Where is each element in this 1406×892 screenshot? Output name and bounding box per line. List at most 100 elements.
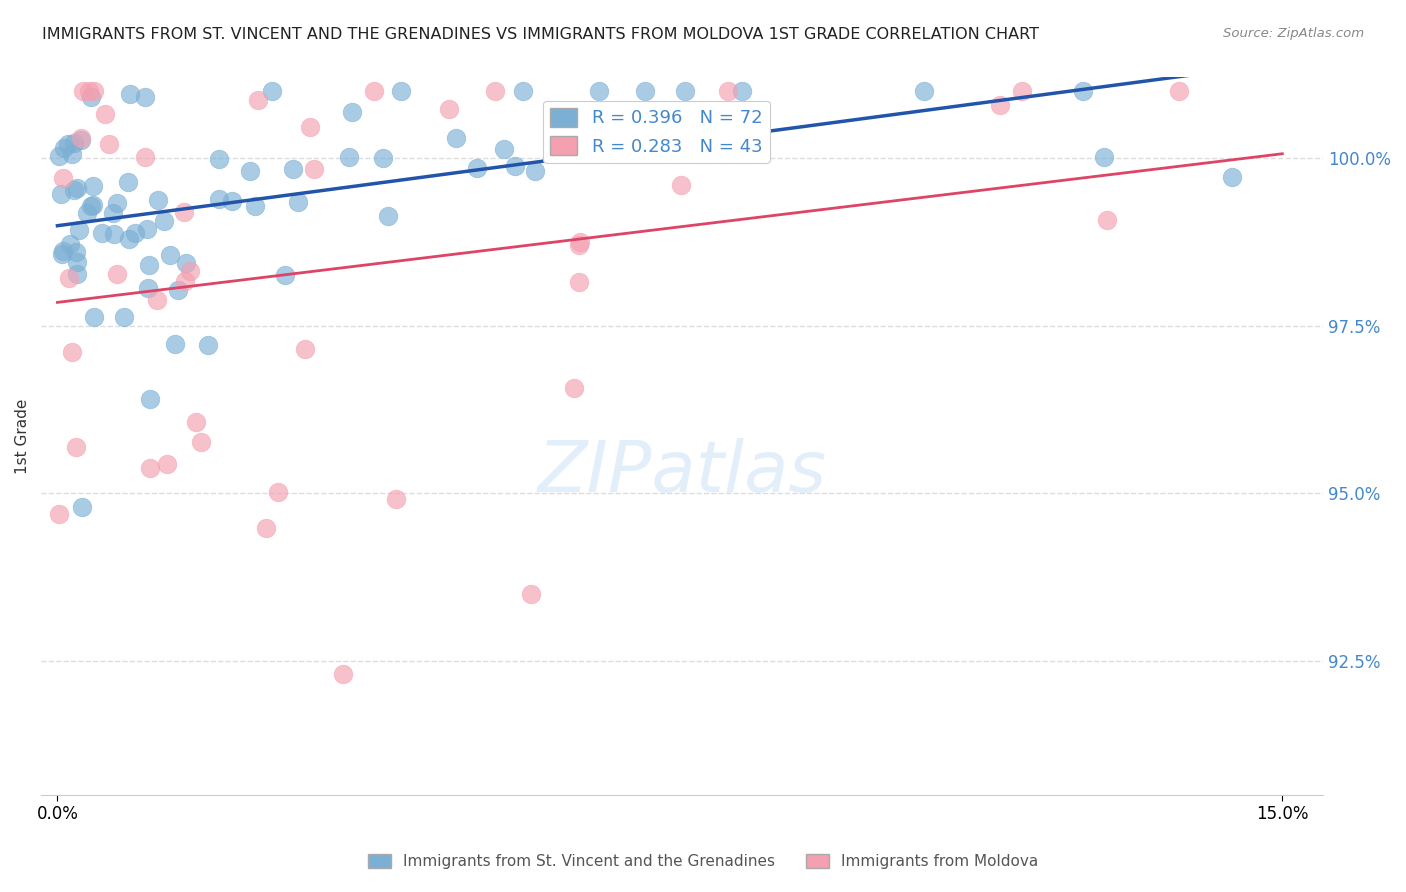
Point: [58, 270, 80, 285]
Point: [145, 293, 167, 307]
Point: [208, 152, 231, 166]
Point: [70, 130, 93, 145]
Point: [1073, 84, 1095, 98]
Point: [173, 205, 195, 219]
Point: [221, 194, 243, 208]
Point: [124, 226, 146, 240]
Point: [260, 84, 283, 98]
Point: [294, 343, 316, 357]
Point: [254, 521, 277, 535]
Point: [94, 107, 117, 121]
Point: [65, 244, 87, 259]
Point: [494, 143, 516, 157]
Point: [139, 461, 162, 475]
Point: [83, 310, 105, 324]
Point: [66, 267, 89, 281]
Point: [990, 97, 1012, 112]
Point: [731, 84, 754, 98]
Point: [634, 84, 657, 98]
Point: [337, 150, 360, 164]
Legend: Immigrants from St. Vincent and the Grenadines, Immigrants from Moldova: Immigrants from St. Vincent and the Gren…: [361, 848, 1045, 875]
Legend: R = 0.396   N = 72, R = 0.283   N = 43: R = 0.396 N = 72, R = 0.283 N = 43: [543, 101, 769, 163]
Text: Source: ZipAtlas.com: Source: ZipAtlas.com: [1223, 27, 1364, 40]
Point: [118, 232, 141, 246]
Point: [246, 93, 269, 107]
Point: [342, 105, 364, 120]
Point: [91, 227, 114, 241]
Point: [588, 84, 610, 98]
Point: [384, 491, 406, 506]
Point: [239, 164, 262, 178]
Text: IMMIGRANTS FROM ST. VINCENT AND THE GRENADINES VS IMMIGRANTS FROM MOLDOVA 1ST GR: IMMIGRANTS FROM ST. VINCENT AND THE GREN…: [42, 27, 1039, 42]
Point: [274, 268, 297, 283]
Point: [83, 84, 105, 98]
Point: [80, 90, 103, 104]
Point: [373, 151, 395, 165]
Point: [105, 268, 128, 282]
Point: [56, 136, 79, 151]
Point: [208, 192, 231, 206]
Point: [112, 310, 135, 324]
Point: [484, 84, 506, 98]
Point: [523, 163, 546, 178]
Point: [153, 214, 176, 228]
Point: [467, 161, 489, 176]
Point: [912, 84, 935, 98]
Point: [1095, 213, 1118, 227]
Point: [53, 141, 76, 155]
Point: [190, 435, 212, 450]
Text: ZIPatlas: ZIPatlas: [537, 438, 827, 507]
Point: [120, 87, 142, 102]
Point: [97, 136, 120, 151]
Point: [673, 84, 696, 98]
Point: [49, 187, 72, 202]
Point: [176, 256, 198, 270]
Point: [135, 221, 157, 235]
Point: [363, 84, 385, 98]
Point: [76, 206, 98, 220]
Point: [117, 175, 139, 189]
Point: [1011, 84, 1033, 98]
Point: [52, 244, 75, 259]
Point: [243, 199, 266, 213]
Point: [267, 484, 290, 499]
Point: [569, 235, 592, 249]
Point: [134, 90, 156, 104]
Point: [70, 500, 93, 514]
Point: [51, 247, 73, 261]
Point: [165, 337, 187, 351]
Point: [80, 199, 103, 213]
Point: [63, 136, 86, 150]
Point: [1092, 149, 1115, 163]
Point: [66, 255, 89, 269]
Point: [51, 170, 73, 185]
Point: [82, 198, 104, 212]
Point: [82, 178, 104, 193]
Point: [103, 227, 125, 241]
Point: [439, 102, 461, 116]
Point: [568, 237, 591, 252]
Point: [139, 392, 162, 406]
Point: [505, 160, 527, 174]
Point: [65, 440, 87, 454]
Point: [60, 147, 83, 161]
Point: [72, 84, 94, 98]
Y-axis label: 1st Grade: 1st Grade: [15, 399, 30, 474]
Point: [136, 280, 159, 294]
Point: [179, 264, 201, 278]
Point: [48, 508, 70, 522]
Point: [197, 338, 219, 352]
Point: [63, 183, 86, 197]
Point: [156, 457, 179, 471]
Point: [444, 131, 467, 145]
Point: [512, 84, 534, 98]
Point: [287, 194, 309, 209]
Point: [377, 209, 399, 223]
Point: [60, 344, 83, 359]
Point: [332, 667, 354, 681]
Point: [134, 150, 156, 164]
Point: [304, 162, 326, 177]
Point: [299, 120, 322, 134]
Point: [173, 274, 195, 288]
Point: [48, 149, 70, 163]
